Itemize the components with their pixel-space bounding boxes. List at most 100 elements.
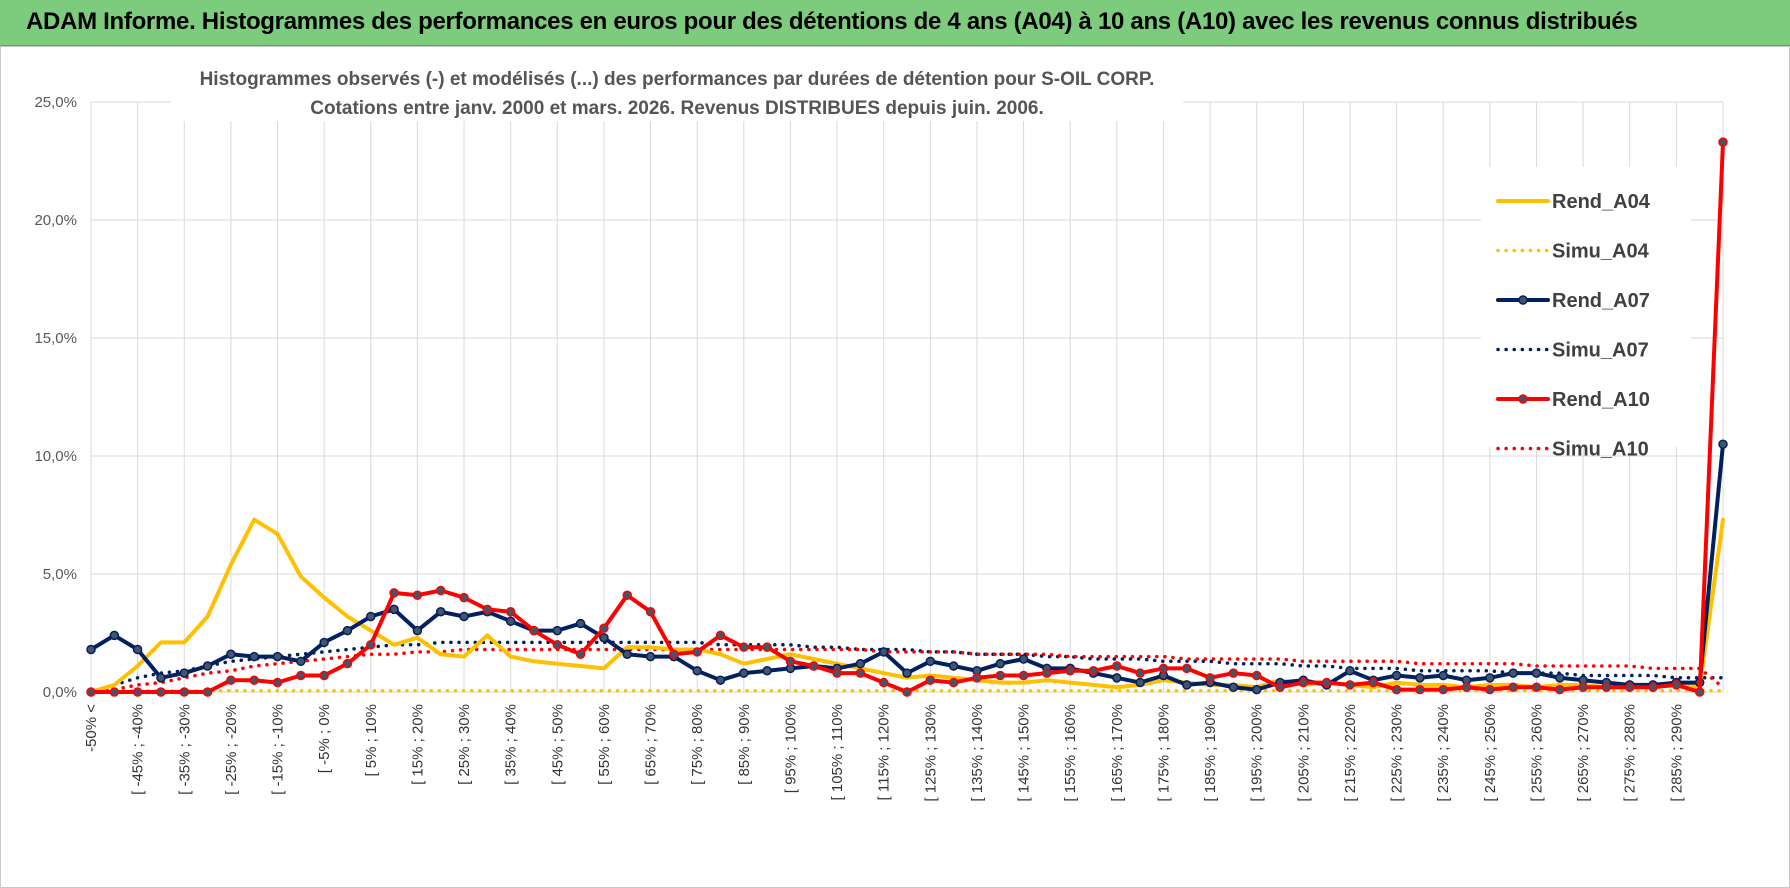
point-rend-a10 bbox=[1368, 677, 1379, 688]
point-rend-a10 bbox=[599, 623, 609, 634]
y-tick-label: 15,0% bbox=[34, 330, 77, 347]
legend-label: Rend_A07 bbox=[1552, 290, 1650, 312]
point-rend-a07 bbox=[179, 668, 190, 678]
chart-title-background bbox=[171, 59, 1183, 121]
x-tick-label: [ 115% ; 120% bbox=[876, 704, 893, 800]
point-rend-a10 bbox=[692, 647, 702, 657]
point-rend-a07 bbox=[1391, 670, 1402, 681]
y-tick-label: 25,0% bbox=[34, 94, 77, 111]
point-rend-a07 bbox=[925, 656, 936, 667]
point-rend-a07 bbox=[86, 644, 96, 655]
point-rend-a10 bbox=[202, 687, 213, 697]
y-tick-label: 5,0% bbox=[43, 566, 77, 583]
point-rend-a10 bbox=[1205, 673, 1215, 683]
point-rend-a07 bbox=[389, 604, 399, 615]
point-rend-a10 bbox=[1298, 677, 1309, 688]
point-rend-a07 bbox=[249, 651, 259, 662]
x-tick-label: [ 265% ; 270% bbox=[1575, 704, 1592, 802]
x-tick-label: [ 245% ; 250% bbox=[1482, 704, 1499, 802]
legend-label: Simu_A04 bbox=[1552, 241, 1650, 263]
point-rend-a10 bbox=[1555, 684, 1565, 695]
point-rend-a07 bbox=[505, 616, 516, 626]
point-rend-a10 bbox=[1228, 668, 1239, 678]
point-rend-a10 bbox=[762, 642, 772, 652]
point-rend-a10 bbox=[1088, 666, 1099, 676]
point-rend-a07 bbox=[1018, 654, 1029, 664]
point-rend-a07 bbox=[226, 649, 236, 659]
x-tick-label: [ -45% ; -40% bbox=[130, 704, 147, 795]
point-rend-a10 bbox=[505, 607, 516, 617]
point-rend-a07 bbox=[366, 611, 376, 622]
point-rend-a07 bbox=[762, 666, 772, 676]
legend-marker bbox=[1518, 394, 1528, 404]
performance-histogram-chart: 0,0% 5,0% 10,0% 15,0% 20,0% 25,0% -50% < [ -45… bbox=[34, 59, 1728, 802]
point-rend-a07 bbox=[878, 647, 889, 657]
point-rend-a10 bbox=[575, 649, 586, 659]
point-rend-a07 bbox=[1251, 684, 1262, 695]
point-rend-a10 bbox=[1461, 682, 1472, 693]
point-rend-a07 bbox=[412, 625, 423, 636]
chart-title-line-1: Histogrammes observés (-) et modélisés (… bbox=[200, 69, 1155, 90]
chart-title-line-2: Cotations entre janv. 2000 et mars. 2026… bbox=[310, 98, 1044, 119]
point-rend-a07 bbox=[902, 668, 912, 678]
point-rend-a10 bbox=[902, 687, 912, 697]
series-line-simu-a07 bbox=[89, 640, 1725, 694]
y-tick-label: 0,0% bbox=[43, 684, 77, 701]
x-tick-label: -50% < bbox=[83, 704, 100, 752]
point-rend-a10 bbox=[669, 649, 679, 659]
grid-lines bbox=[90, 101, 1724, 693]
y-tick-label: 20,0% bbox=[34, 212, 77, 229]
chart-legend: Rend_A04 Simu_A04 Rend_A07 Simu_A07 Rend_A10… bbox=[1481, 167, 1691, 461]
point-rend-a07 bbox=[109, 630, 120, 641]
point-rend-a10 bbox=[1182, 663, 1192, 674]
x-tick-label: [ 5% ; 10% bbox=[363, 704, 380, 777]
point-rend-a10 bbox=[1018, 670, 1029, 681]
point-rend-a07 bbox=[948, 661, 959, 671]
point-rend-a07 bbox=[552, 625, 563, 636]
point-rend-a07 bbox=[1112, 673, 1122, 683]
point-rend-a10 bbox=[1671, 680, 1682, 690]
point-rend-a10 bbox=[1042, 668, 1052, 678]
legend-label: Rend_A10 bbox=[1552, 389, 1650, 411]
point-rend-a10 bbox=[1415, 684, 1425, 695]
point-rend-a07 bbox=[622, 649, 632, 659]
point-rend-a07 bbox=[435, 607, 446, 617]
legend-marker bbox=[1518, 295, 1528, 305]
point-rend-a07 bbox=[692, 666, 702, 676]
point-rend-a07 bbox=[1345, 666, 1355, 676]
point-rend-a10 bbox=[412, 590, 423, 600]
x-tick-label: [ 45% ; 50% bbox=[549, 704, 566, 785]
y-axis-ticks: 0,0% 5,0% 10,0% 15,0% 20,0% 25,0% bbox=[34, 94, 77, 701]
x-tick-label: [ 235% ; 240% bbox=[1435, 704, 1452, 802]
x-tick-label: [ 125% ; 130% bbox=[922, 704, 939, 802]
legend-label: Simu_A07 bbox=[1552, 340, 1649, 362]
series-line-simu-a10 bbox=[89, 647, 1725, 694]
legend-label: Rend_A04 bbox=[1552, 191, 1651, 213]
point-rend-a10 bbox=[366, 640, 376, 650]
point-rend-a10 bbox=[622, 590, 632, 600]
point-rend-a10 bbox=[1345, 680, 1355, 690]
x-tick-label: [ 85% ; 90% bbox=[736, 704, 753, 785]
point-rend-a10 bbox=[1648, 682, 1658, 693]
point-rend-a10 bbox=[156, 687, 166, 697]
point-rend-a10 bbox=[1275, 682, 1285, 693]
point-rend-a10 bbox=[972, 673, 982, 683]
x-tick-label: [ -15% ; -10% bbox=[270, 704, 287, 795]
x-tick-label: [ 165% ; 170% bbox=[1109, 704, 1126, 802]
point-rend-a10 bbox=[1065, 666, 1075, 676]
point-rend-a07 bbox=[132, 644, 143, 655]
point-rend-a07 bbox=[715, 675, 726, 685]
point-rend-a10 bbox=[482, 604, 493, 615]
x-tick-label: [ 195% ; 200% bbox=[1249, 704, 1266, 802]
point-rend-a10 bbox=[1158, 663, 1169, 674]
point-rend-a10 bbox=[109, 687, 120, 697]
x-axis-ticks: -50% < [ -45% ; -40% [ -35% ; -30% [ -25% ;… bbox=[83, 704, 1685, 802]
y-tick-label: 10,0% bbox=[34, 448, 77, 465]
point-rend-a10 bbox=[179, 687, 190, 697]
point-rend-a10 bbox=[1438, 684, 1448, 695]
series-line-rend-a04 bbox=[89, 517, 1725, 694]
x-tick-label: [ 55% ; 60% bbox=[596, 704, 613, 785]
x-tick-label: [ 175% ; 180% bbox=[1155, 704, 1172, 802]
x-tick-label: [ 25% ; 30% bbox=[456, 704, 473, 785]
x-tick-label: [ 285% ; 290% bbox=[1668, 704, 1685, 802]
